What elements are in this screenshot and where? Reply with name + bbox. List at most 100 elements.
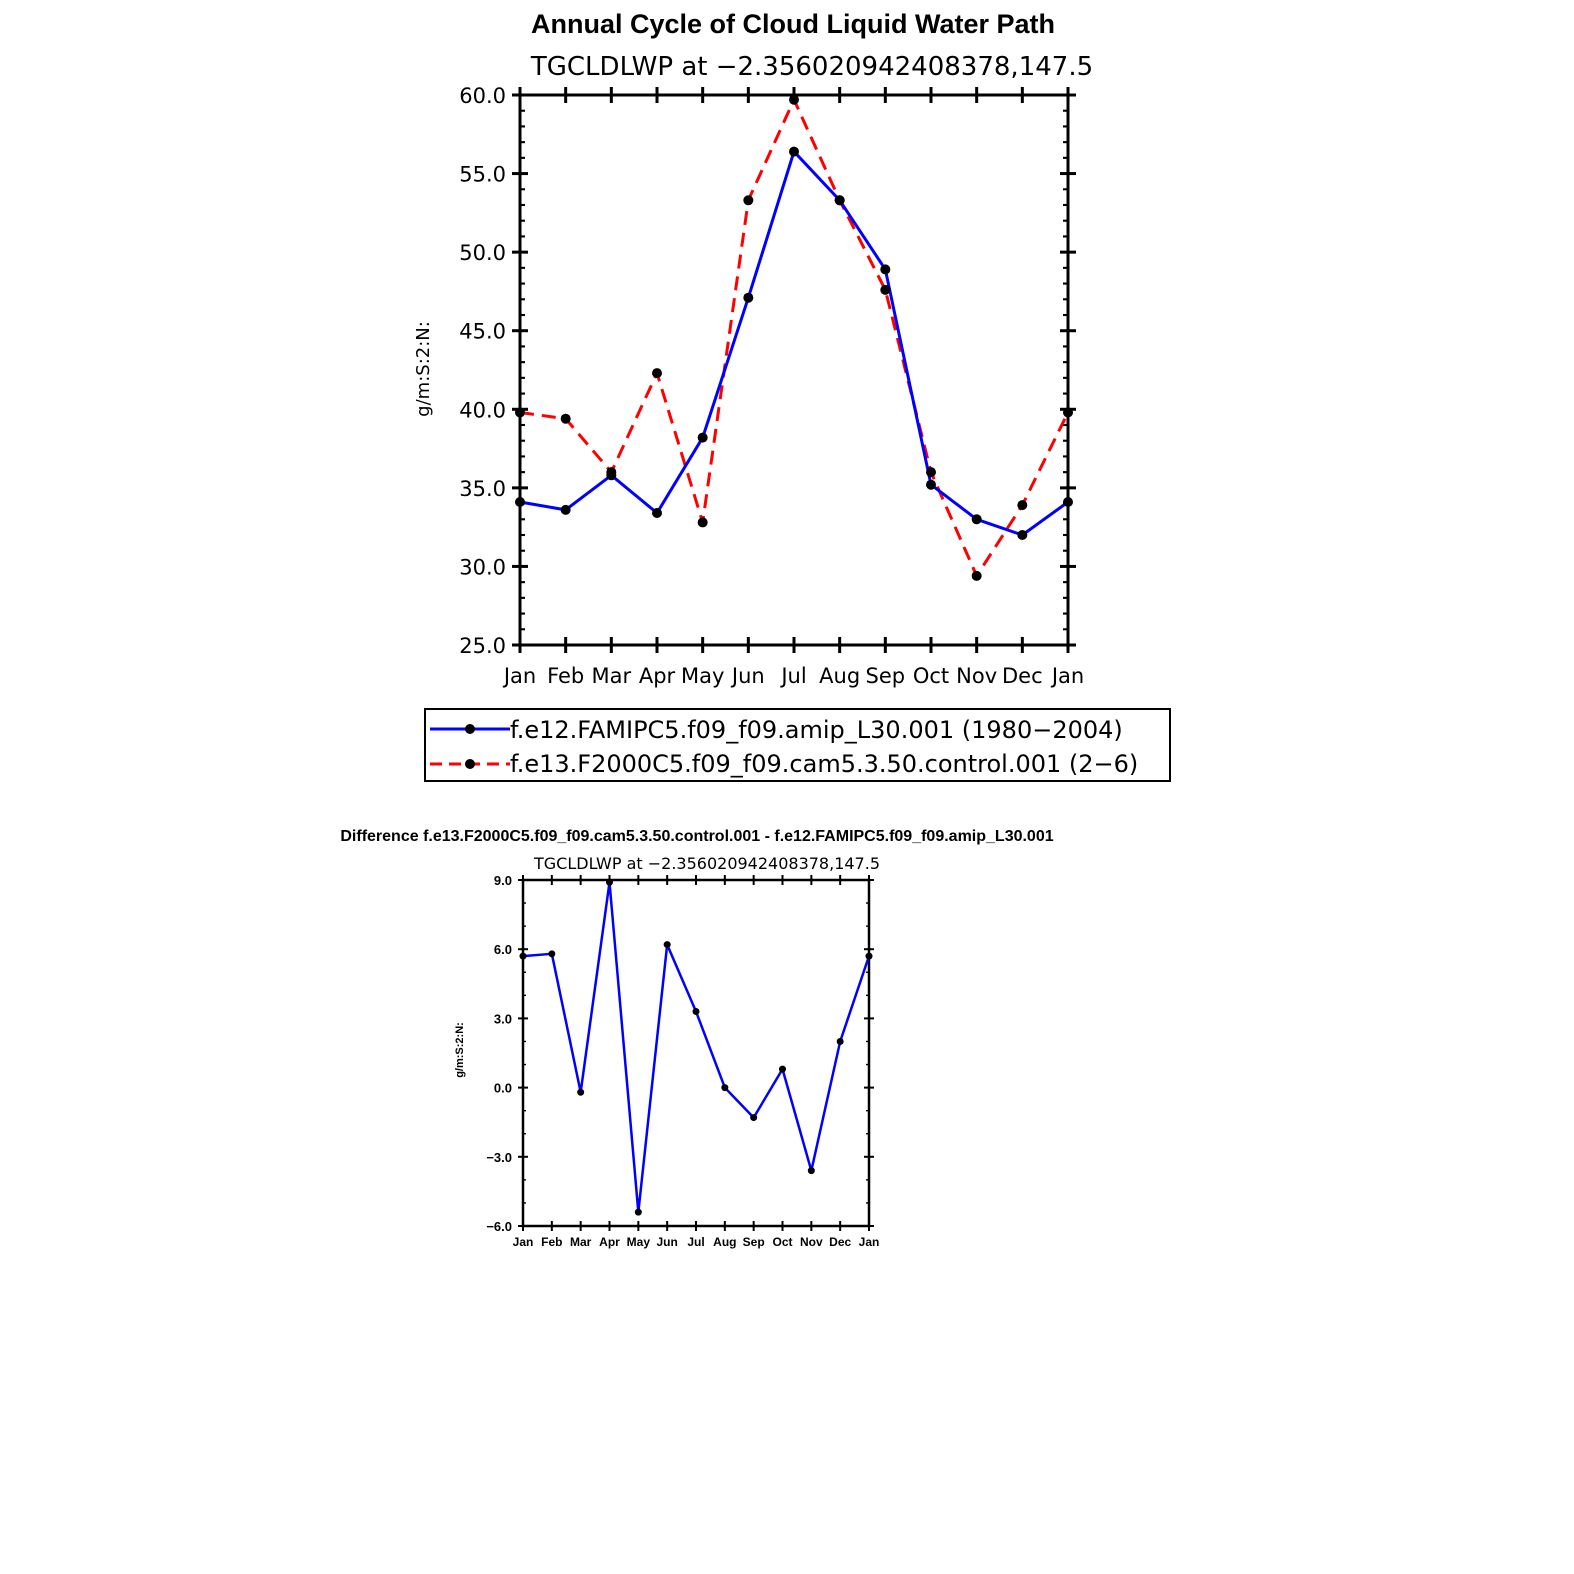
legend-box bbox=[424, 708, 1171, 782]
data-point-s0-9 bbox=[779, 1065, 786, 1073]
difference-x-tick-labels: Jan Feb Mar Apr May Jun Jul Aug Sep Oct Nov Dec Jan bbox=[513, 1235, 880, 1249]
legend-entry-control: f.e13.F2000C5.f09_f09.cam5.3.50.control.… bbox=[430, 750, 1138, 778]
data-point-s0-4 bbox=[697, 432, 708, 443]
y-axis-label: g/m:S:2:N: bbox=[413, 321, 434, 417]
data-point-s0-5 bbox=[663, 941, 671, 949]
data-point-s1-7 bbox=[834, 195, 845, 206]
data-point-s0-11 bbox=[836, 1037, 844, 1045]
series-layer bbox=[515, 94, 1073, 581]
y-tick-label: 9.0 bbox=[494, 873, 512, 888]
x-tick-label: Jun bbox=[656, 1235, 677, 1249]
x-tick-label: Sep bbox=[866, 664, 906, 688]
data-point-s0-7 bbox=[721, 1084, 729, 1092]
x-tick-label: May bbox=[627, 1235, 651, 1249]
data-point-s1-3 bbox=[652, 368, 662, 379]
x-tick-label: Nov bbox=[800, 1235, 823, 1249]
y-tick-label: 35.0 bbox=[459, 477, 506, 501]
difference-y-tick-labels: −6.0 −3.0 0.0 3.0 6.0 9.0 bbox=[486, 873, 512, 1234]
data-point-s0-0 bbox=[519, 952, 527, 960]
x-tick-label: Apr bbox=[639, 664, 676, 688]
axis-ticks bbox=[512, 87, 1076, 653]
data-point-s1-4 bbox=[697, 517, 708, 528]
series-line-0 bbox=[522, 881, 871, 1214]
y-tick-label: 6.0 bbox=[494, 942, 512, 957]
difference-subtitle: TGCLDLWP at −2.356020942408378,147.5 bbox=[533, 854, 880, 873]
x-tick-label: Dec bbox=[829, 1235, 851, 1249]
x-tick-label: Aug bbox=[713, 1235, 736, 1249]
x-tick-label: Apr bbox=[599, 1235, 620, 1249]
data-point-s0-2 bbox=[577, 1088, 585, 1096]
x-tick-label: Jan bbox=[1050, 664, 1084, 688]
y-tick-label: −6.0 bbox=[486, 1219, 512, 1234]
x-tick-label: Dec bbox=[1002, 664, 1043, 688]
data-point-s0-8 bbox=[880, 264, 891, 275]
x-tick-label: Jan bbox=[502, 664, 536, 688]
data-point-s1-10 bbox=[971, 570, 982, 581]
data-point-s0-12 bbox=[1063, 497, 1073, 507]
x-tick-label: Feb bbox=[541, 1235, 562, 1249]
x-tick-label: Oct bbox=[772, 1235, 792, 1249]
x-tick-label: Aug bbox=[819, 664, 860, 688]
data-point-s0-3 bbox=[606, 878, 613, 886]
y-tick-label: 50.0 bbox=[459, 241, 506, 265]
data-point-s0-1 bbox=[548, 950, 556, 958]
chart-title: Annual Cycle of Cloud Liquid Water Path bbox=[531, 9, 1055, 39]
x-tick-label: Jul bbox=[779, 664, 806, 688]
legend-entry-amip: f.e12.FAMIPC5.f09_f09.amip_L30.001 (1980… bbox=[430, 716, 1123, 744]
data-point-s0-12 bbox=[865, 952, 873, 960]
data-point-s0-10 bbox=[971, 514, 982, 525]
difference-chart: Difference f.e13.F2000C5.f09_f09.cam5.3.… bbox=[340, 828, 1053, 1249]
data-point-s0-1 bbox=[560, 504, 571, 515]
x-tick-label: May bbox=[681, 664, 724, 688]
y-tick-label: 30.0 bbox=[459, 555, 506, 579]
x-tick-label: Nov bbox=[956, 664, 997, 688]
data-point-s1-5 bbox=[743, 195, 754, 206]
y-tick-labels: 25.0 30.0 35.0 40.0 45.0 50.0 55.0 60.0 bbox=[459, 84, 506, 658]
x-tick-label: Mar bbox=[592, 664, 632, 688]
legend-label-control: f.e13.F2000C5.f09_f09.cam5.3.50.control.… bbox=[510, 750, 1138, 778]
y-tick-label: −3.0 bbox=[486, 1150, 512, 1165]
data-point-s0-5 bbox=[743, 292, 754, 303]
difference-series-layer bbox=[519, 878, 873, 1216]
data-point-s1-8 bbox=[880, 284, 891, 295]
data-point-s1-0 bbox=[515, 407, 525, 418]
series-line-0 bbox=[519, 150, 1069, 537]
series-line-1 bbox=[519, 98, 1070, 578]
x-tick-labels: Jan Feb Mar Apr May Jun Jul Aug Sep Oct Nov Dec Jan bbox=[502, 664, 1084, 688]
x-tick-label: Jan bbox=[513, 1235, 534, 1249]
x-tick-label: Jun bbox=[730, 664, 765, 688]
data-point-s0-4 bbox=[634, 1208, 642, 1216]
y-tick-label: 0.0 bbox=[494, 1081, 512, 1096]
data-point-s0-0 bbox=[515, 497, 525, 507]
legend: f.e12.FAMIPC5.f09_f09.amip_L30.001 (1980… bbox=[424, 708, 1171, 782]
data-point-s0-3 bbox=[652, 508, 662, 518]
data-point-s0-6 bbox=[692, 1007, 700, 1015]
data-point-s1-9 bbox=[926, 467, 936, 478]
data-point-s0-9 bbox=[926, 479, 936, 490]
data-point-s0-6 bbox=[789, 146, 799, 157]
legend-label-amip: f.e12.FAMIPC5.f09_f09.amip_L30.001 (1980… bbox=[510, 716, 1123, 744]
chart-subtitle: TGCLDLWP at −2.356020942408378,147.5 bbox=[530, 52, 1093, 82]
annual-cycle-chart: Annual Cycle of Cloud Liquid Water Path … bbox=[413, 9, 1171, 782]
x-tick-label: Oct bbox=[913, 664, 949, 688]
x-tick-label: Feb bbox=[547, 664, 584, 688]
y-tick-label: 25.0 bbox=[459, 634, 506, 658]
data-point-s0-10 bbox=[807, 1167, 815, 1175]
x-tick-label: Mar bbox=[570, 1235, 592, 1249]
data-point-s1-11 bbox=[1017, 500, 1028, 511]
data-point-s0-8 bbox=[750, 1114, 758, 1122]
difference-plot-frame bbox=[521, 878, 871, 1228]
x-tick-label: Jul bbox=[687, 1235, 704, 1249]
difference-title: Difference f.e13.F2000C5.f09_f09.cam5.3.… bbox=[340, 828, 1053, 845]
data-point-s1-2 bbox=[606, 467, 617, 478]
data-point-s1-6 bbox=[789, 94, 799, 105]
y-tick-label: 55.0 bbox=[459, 163, 506, 187]
difference-y-axis-label: g/m:S:2:N: bbox=[454, 1022, 466, 1078]
y-tick-label: 45.0 bbox=[459, 320, 506, 344]
y-tick-label: 60.0 bbox=[459, 84, 506, 108]
data-point-s1-1 bbox=[560, 413, 571, 424]
legend-marker-control bbox=[465, 759, 475, 769]
data-point-s1-12 bbox=[1063, 407, 1073, 418]
x-tick-label: Jan bbox=[859, 1235, 880, 1249]
